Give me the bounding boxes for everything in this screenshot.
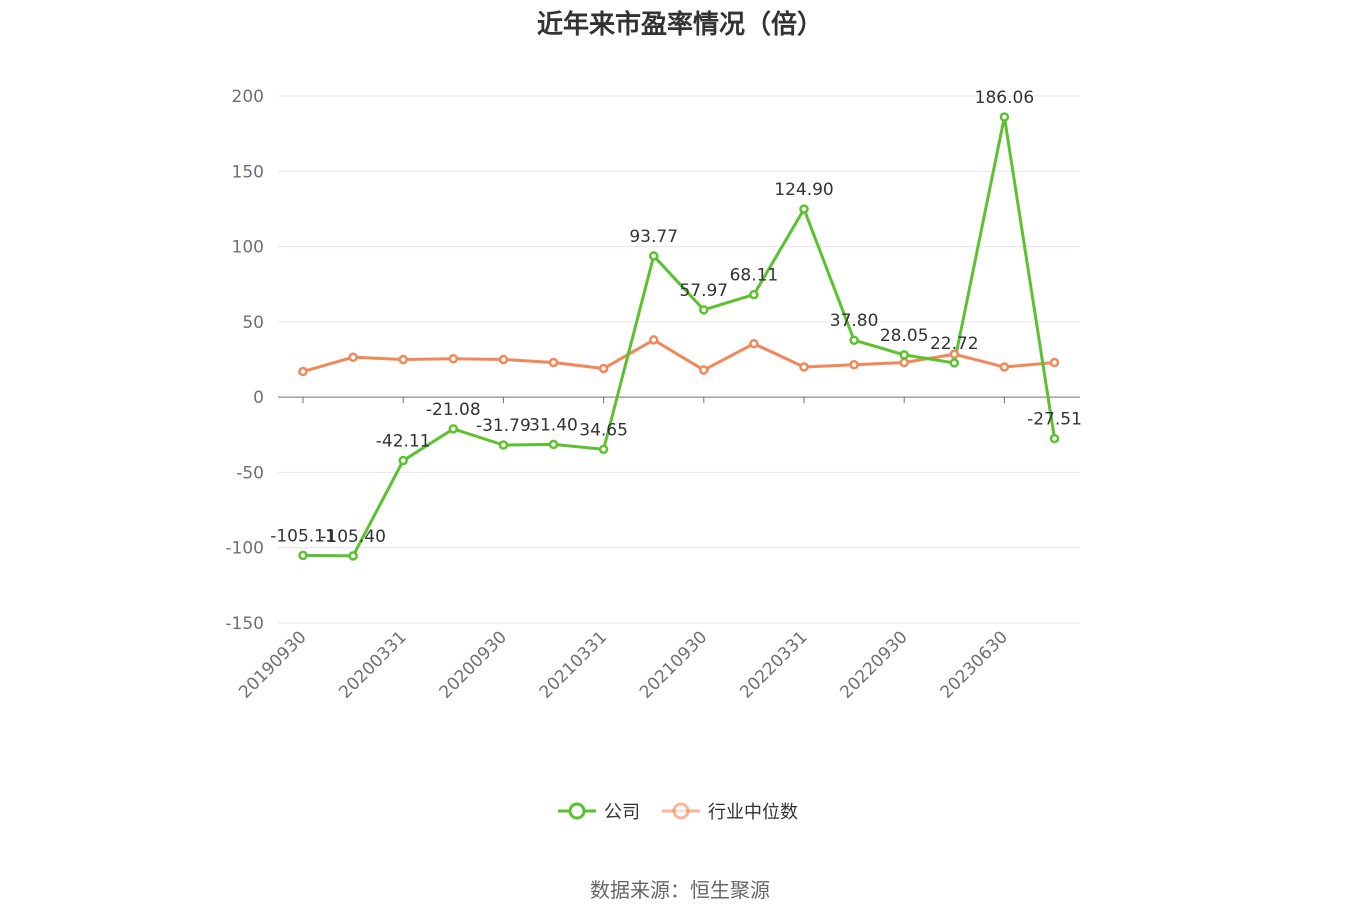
data-point-company [648, 251, 659, 261]
data-label: 124.90 [774, 180, 833, 200]
data-point-company [398, 455, 408, 466]
legend-marker-company [568, 802, 586, 820]
data-point-industry [298, 366, 308, 377]
data-point-company [348, 551, 358, 561]
x-tick-label: 20210930 [636, 627, 711, 702]
data-point-industry [648, 335, 659, 345]
data-point-industry [749, 338, 759, 349]
data-label: 34.65 [579, 420, 628, 440]
data-point-industry [448, 353, 459, 364]
data-point-industry [949, 349, 960, 359]
y-tick-label: 0 [253, 388, 264, 408]
data-point-industry [899, 357, 909, 368]
chart-title: 近年来市盈率情况（倍） [536, 10, 823, 40]
data-point-industry [498, 354, 509, 365]
y-tick-label: 200 [232, 87, 264, 107]
data-label: 57.97 [679, 281, 728, 301]
series-line-company [302, 115, 1056, 558]
data-point-industry [398, 354, 408, 365]
data-label: 68.11 [730, 266, 779, 286]
data-label: 37.80 [830, 311, 879, 331]
data-point-company [749, 289, 759, 300]
data-point-company [298, 550, 308, 561]
data-point-industry [699, 365, 709, 375]
y-tick-label: -150 [225, 614, 264, 634]
legend-marker-industry [672, 802, 690, 820]
data-label: -42.11 [376, 432, 431, 452]
x-tick-label: 20210331 [536, 627, 611, 702]
data-point-industry [799, 362, 809, 372]
data-point-company [498, 440, 509, 450]
data-point-company [849, 335, 859, 345]
data-label: 93.77 [629, 227, 678, 247]
x-tick-label: 20220930 [836, 627, 911, 702]
data-label: -31.79 [476, 416, 531, 436]
data-point-company [949, 358, 960, 368]
data-label: 31.40 [529, 415, 578, 435]
data-point-company [799, 204, 809, 214]
data-point-industry [999, 362, 1010, 372]
x-tick-label: 20220331 [736, 627, 811, 702]
data-label: 28.05 [880, 326, 929, 346]
y-tick-label: -50 [236, 463, 264, 483]
data-label: -105.40 [320, 527, 386, 547]
data-point-company [598, 444, 609, 455]
data-label: -105.11 [270, 526, 336, 546]
data-point-industry [1049, 357, 1060, 368]
x-tick-label: 20230630 [937, 627, 1012, 702]
legend-label-industry: 行业中位数 [708, 802, 798, 823]
y-tick-label: 150 [232, 162, 264, 182]
x-tick-label: 20200331 [335, 627, 410, 702]
y-tick-label: -100 [225, 539, 264, 559]
y-tick-label: 50 [242, 313, 264, 333]
data-label: 186.06 [975, 88, 1034, 108]
data-point-company [899, 350, 909, 360]
y-tick-label: 100 [232, 238, 264, 258]
x-tick-label: 20200930 [436, 627, 511, 702]
legend-label-company: 公司 [604, 802, 640, 823]
data-point-industry [548, 357, 559, 368]
data-point-company [699, 305, 709, 315]
data-label: -21.08 [426, 400, 481, 420]
data-point-company [548, 439, 559, 450]
data-point-company [448, 424, 459, 434]
data-label: -27.51 [1027, 410, 1082, 430]
x-tick-label: 20190930 [235, 627, 310, 702]
data-point-industry [598, 363, 609, 374]
data-point-industry [348, 352, 358, 362]
data-point-company [999, 112, 1010, 122]
data-point-industry [849, 360, 859, 370]
data-label: 22.72 [930, 334, 979, 354]
data-point-company [1049, 433, 1060, 444]
data-source: 数据来源：恒生聚源 [590, 878, 770, 902]
